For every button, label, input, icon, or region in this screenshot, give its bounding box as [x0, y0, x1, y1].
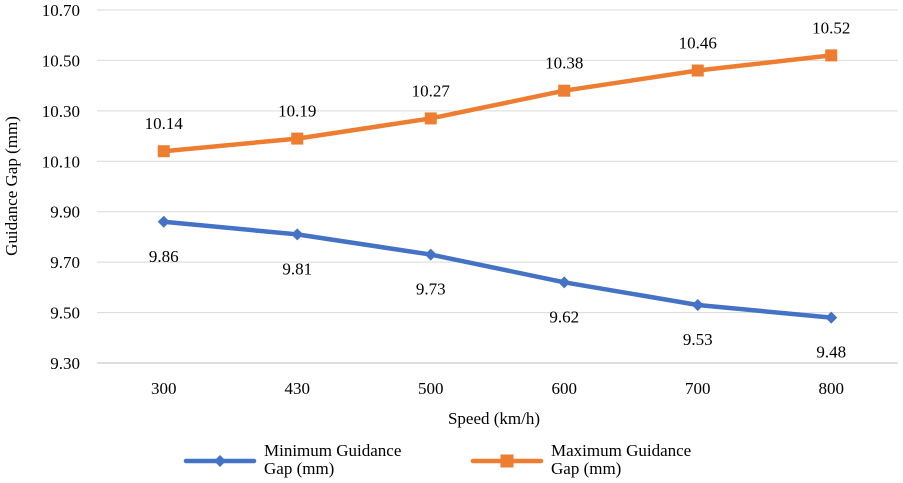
y-tick-label: 10.50 — [42, 51, 80, 70]
x-axis-ticks: 300 430 500 600 700 800 — [151, 379, 844, 398]
data-point-diamond — [424, 248, 437, 261]
series-maximum — [157, 49, 838, 158]
data-point-diamond — [291, 228, 304, 241]
data-point-diamond — [691, 299, 704, 312]
data-point-diamond — [214, 455, 226, 467]
y-axis-ticks: 9.30 9.50 9.70 9.90 10.10 10.30 10.50 10.70 — [42, 1, 80, 373]
data-labels: 9.86 9.81 9.73 9.62 9.53 9.48 10.14 10.19 10.27 1… — [145, 18, 851, 361]
data-point-diamond — [157, 215, 170, 228]
data-point-square — [157, 145, 170, 158]
legend-label: Maximum Guidance — [551, 441, 691, 460]
series-line — [161, 219, 834, 320]
x-axis-title: Speed (km/h) — [448, 409, 540, 428]
x-tick-label: 300 — [151, 379, 177, 398]
data-label: 9.73 — [416, 280, 446, 299]
legend-label: Gap (mm) — [264, 459, 334, 478]
data-point-diamond — [825, 311, 838, 324]
x-tick-label: 700 — [685, 379, 711, 398]
series-minimum — [157, 215, 838, 324]
data-label: 9.48 — [816, 343, 846, 362]
data-point-square — [424, 112, 437, 125]
data-label: 10.52 — [812, 18, 850, 37]
series-group — [157, 49, 838, 324]
data-point-square — [500, 454, 514, 468]
x-tick-label: 600 — [552, 379, 578, 398]
x-tick-label: 800 — [819, 379, 845, 398]
legend-label: Gap (mm) — [551, 459, 621, 478]
data-point-square — [825, 49, 838, 62]
y-tick-label: 9.70 — [50, 253, 80, 272]
data-point-square — [558, 84, 571, 97]
data-point-square — [691, 64, 704, 77]
y-tick-label: 9.30 — [50, 354, 80, 373]
data-point-diamond — [558, 276, 571, 289]
y-tick-label: 10.70 — [42, 1, 80, 20]
gridlines — [97, 9, 898, 364]
data-label: 10.46 — [679, 34, 717, 53]
data-label: 10.27 — [412, 81, 451, 100]
data-label: 9.86 — [149, 247, 179, 266]
data-label: 10.38 — [545, 54, 583, 73]
y-tick-label: 9.90 — [50, 203, 80, 222]
x-tick-label: 500 — [418, 379, 444, 398]
data-label: 10.14 — [145, 114, 184, 133]
data-label: 10.19 — [278, 102, 316, 121]
y-tick-label: 10.10 — [42, 152, 80, 171]
legend-label: Minimum Guidance — [264, 441, 401, 460]
series-line — [161, 53, 834, 154]
data-point-square — [291, 132, 304, 145]
x-tick-label: 430 — [285, 379, 311, 398]
data-label: 9.53 — [683, 330, 713, 349]
data-label: 9.62 — [549, 307, 579, 326]
data-label: 9.81 — [282, 259, 312, 278]
y-tick-label: 9.50 — [50, 304, 80, 323]
y-tick-label: 10.30 — [42, 102, 80, 121]
y-axis-title: Guidance Gap (mm) — [2, 116, 21, 256]
